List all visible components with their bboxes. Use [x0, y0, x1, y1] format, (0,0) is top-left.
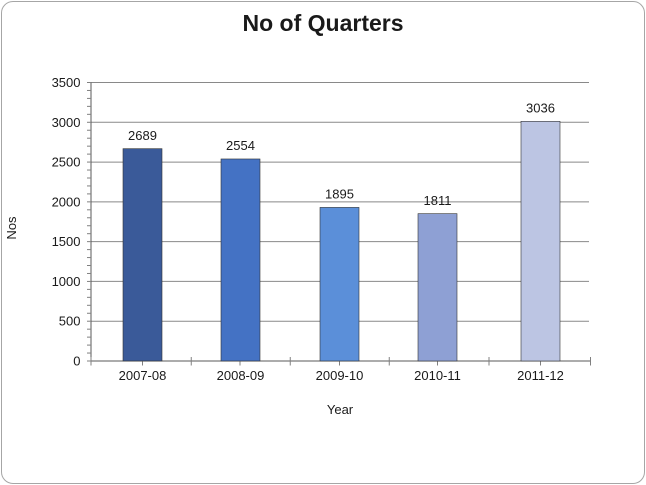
svg-text:2010-11: 2010-11 [414, 368, 461, 383]
svg-text:3500: 3500 [52, 75, 81, 90]
svg-text:2008-09: 2008-09 [217, 368, 265, 383]
svg-text:500: 500 [59, 314, 81, 329]
svg-text:Nos: Nos [4, 216, 19, 240]
svg-text:3000: 3000 [52, 115, 81, 130]
svg-text:1500: 1500 [52, 234, 81, 249]
svg-text:Year: Year [327, 402, 354, 417]
svg-text:0: 0 [73, 353, 80, 368]
svg-text:2009-10: 2009-10 [316, 368, 364, 383]
svg-text:1811: 1811 [424, 193, 452, 208]
svg-text:3036: 3036 [526, 101, 555, 116]
svg-text:2554: 2554 [226, 138, 255, 153]
svg-text:1000: 1000 [52, 274, 81, 289]
svg-text:2007-08: 2007-08 [119, 368, 167, 383]
svg-text:2689: 2689 [128, 128, 157, 143]
svg-text:2011-12: 2011-12 [517, 368, 564, 383]
svg-text:2000: 2000 [52, 194, 81, 209]
svg-text:1895: 1895 [325, 187, 354, 202]
svg-text:2500: 2500 [52, 155, 81, 170]
